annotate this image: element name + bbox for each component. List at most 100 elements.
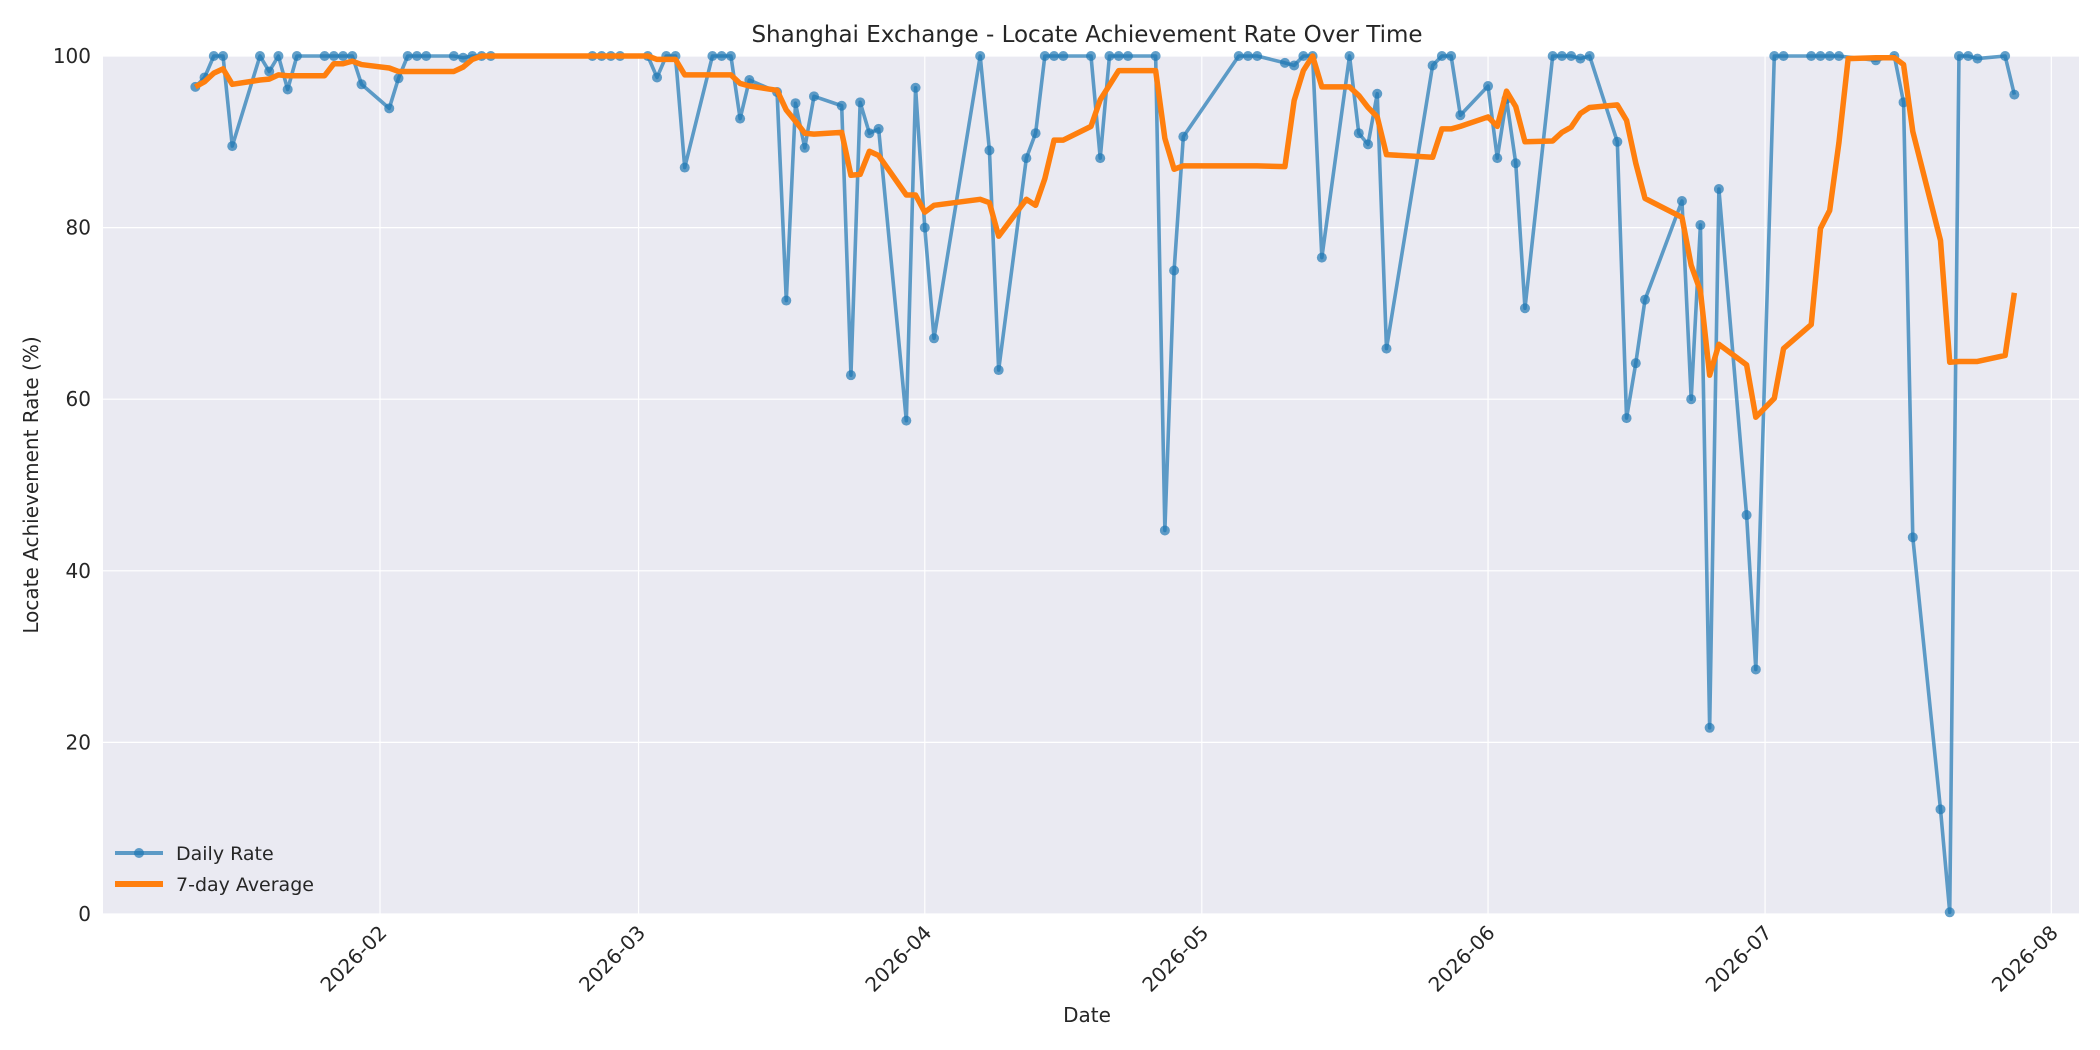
daily-rate-point [1289, 60, 1300, 71]
series-7-day-average [194, 53, 2018, 420]
daily-rate-point [1178, 131, 1189, 142]
daily-rate-point [1039, 51, 1050, 61]
daily-rate-point [1492, 153, 1503, 164]
daily-rate-point [1353, 128, 1364, 139]
daily-rate-point [910, 82, 921, 93]
daily-rate-point [1344, 51, 1355, 61]
daily-rate-point [1741, 510, 1752, 521]
daily-rate-point [347, 51, 358, 61]
daily-rate-point [1519, 303, 1530, 314]
daily-rate-point [1806, 51, 1817, 61]
daily-rate-point [1510, 158, 1521, 169]
legend-daily-rate-marker [134, 848, 144, 858]
daily-rate-point [2000, 51, 2011, 61]
daily-rate-point [790, 98, 801, 109]
daily-rate-point [1252, 51, 1263, 61]
daily-rate-point [1612, 136, 1623, 147]
daily-rate-point [1086, 51, 1096, 61]
daily-rate-point [1446, 51, 1457, 61]
daily-rate-point [1455, 110, 1466, 121]
daily-rate-point [707, 51, 718, 61]
legend-7day-average-label: 7-day Average [176, 874, 314, 896]
daily-rate-point [319, 51, 330, 61]
y-tick-label: 60 [66, 387, 91, 411]
daily-rate-point [1769, 51, 1780, 61]
daily-rate-point [1363, 139, 1374, 150]
daily-rate-point [993, 365, 1004, 376]
daily-rate-point [1104, 51, 1115, 61]
y-tick-label: 100 [53, 44, 91, 68]
daily-rate-point [356, 79, 367, 90]
daily-rate-point [1316, 252, 1327, 263]
daily-rate-point [1298, 51, 1309, 61]
daily-rate-point [1113, 51, 1124, 61]
daily-rate-point [1935, 804, 1946, 815]
daily-rate-point [781, 295, 792, 306]
daily-rate-point [393, 73, 404, 84]
plot-area [103, 56, 2079, 914]
daily-rate-point [1676, 196, 1687, 206]
daily-rate-point [421, 51, 432, 61]
daily-rate-point [1833, 51, 1844, 61]
daily-rate-point [1963, 51, 1974, 61]
daily-rate-point [1058, 51, 1069, 61]
y-tick-label: 20 [66, 730, 91, 754]
daily-rate-point [1556, 51, 1567, 61]
daily-rate-point [1953, 51, 1964, 61]
daily-rate-point [836, 100, 847, 111]
daily-rate-point [264, 66, 275, 77]
daily-rate-point [2009, 89, 2020, 100]
daily-rate-point [1169, 265, 1180, 276]
daily-rate-point [716, 51, 727, 61]
daily-rate-point [1713, 183, 1724, 194]
y-tick-label: 80 [66, 216, 91, 240]
daily-rate-point [338, 51, 349, 61]
daily-rate-point [1159, 525, 1170, 536]
daily-rate-point [1483, 81, 1494, 92]
daily-rate-point [864, 128, 875, 139]
daily-rate-point [929, 333, 940, 344]
daily-rate-point [291, 51, 302, 61]
daily-rate-point [735, 113, 746, 124]
daily-rate-point [1815, 51, 1826, 61]
y-axis-ticks: 0 20 40 60 80 100 [53, 44, 91, 926]
legend: Daily Rate 7-day Average [115, 843, 314, 896]
daily-rate-point [873, 123, 884, 134]
daily-rate-point [652, 72, 663, 83]
x-gridlines [379, 56, 2052, 914]
daily-rate-point [679, 162, 690, 173]
series-daily-rate [190, 51, 2020, 918]
daily-rate-point [1824, 51, 1835, 61]
daily-rate-point [984, 145, 995, 156]
daily-rate-point [1907, 532, 1918, 543]
daily-rate-point [1584, 51, 1595, 61]
daily-rate-point [384, 103, 395, 114]
daily-rate-point [1150, 51, 1161, 61]
daily-rate-point [1436, 51, 1447, 61]
daily-rate-point [1686, 394, 1697, 405]
daily-rate-point [411, 51, 422, 61]
daily-rate-point [1621, 413, 1632, 424]
daily-rate-point [1750, 664, 1761, 675]
daily-rate-point [328, 51, 339, 61]
daily-rate-point [1021, 153, 1032, 164]
daily-rate-point [208, 51, 219, 61]
daily-rate-point [448, 51, 459, 61]
daily-rate-point [1575, 53, 1586, 64]
daily-rate-point [725, 51, 736, 61]
daily-rate-point [1372, 88, 1383, 99]
daily-rate-point [227, 141, 238, 152]
daily-rate-point [919, 222, 930, 233]
daily-rate-point [254, 51, 265, 61]
daily-rate-point [799, 142, 810, 153]
daily-rate-point [1095, 153, 1106, 164]
daily-rate-point [1242, 51, 1253, 61]
daily-rate-point [901, 415, 912, 426]
daily-rate-point [1972, 53, 1983, 64]
daily-rate-point [845, 370, 856, 381]
chart-title: Shanghai Exchange - Locate Achievement R… [751, 22, 1422, 48]
daily-rate-point [975, 51, 986, 61]
daily-rate-point [273, 51, 284, 61]
daily-rate-point [1233, 51, 1244, 61]
